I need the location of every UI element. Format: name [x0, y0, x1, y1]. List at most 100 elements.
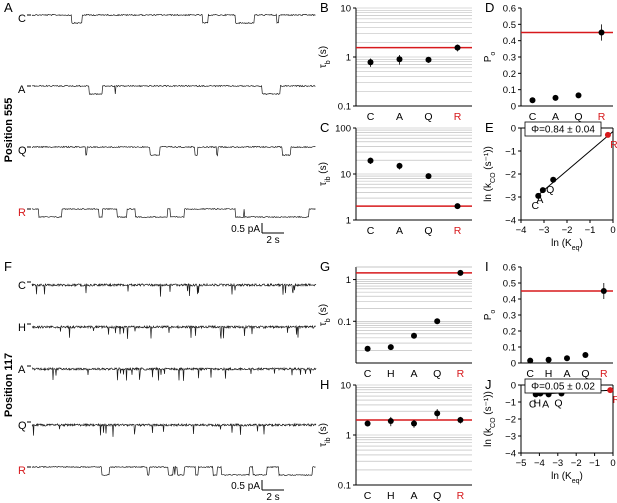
x-tick-label: Q — [424, 225, 432, 237]
current-trace — [31, 282, 317, 297]
x-tick-label: R — [454, 111, 462, 123]
position-117-label: Position 117 — [3, 353, 15, 417]
x-tick-label: C — [367, 225, 375, 237]
trace-row-F-R: R — [18, 465, 316, 477]
x-tick-label: Q — [574, 111, 582, 123]
x-axis-label: ln (Keq) — [551, 238, 583, 252]
data-point — [387, 344, 394, 351]
current-trace — [31, 324, 316, 339]
x-tick-label: −1 — [585, 225, 596, 236]
data-point — [434, 318, 441, 325]
y-tick-label: 0.2 — [503, 327, 516, 338]
point-label: R — [612, 394, 617, 406]
y-tick-label: 1 — [346, 216, 351, 227]
y-axis-label: Po — [483, 52, 497, 63]
current-trace — [31, 207, 316, 219]
x-tick-label: 0 — [610, 458, 615, 469]
x-tick-label: Q — [433, 490, 441, 502]
point-label: Q — [554, 398, 562, 410]
x-tick-label: Q — [424, 111, 432, 123]
y-tick-label: 0.1 — [338, 481, 351, 492]
x-tick-label: A — [396, 225, 403, 237]
x-tick-label: −3 — [552, 458, 563, 469]
data-point — [454, 203, 461, 210]
current-trace — [31, 465, 316, 477]
panel-letter-J: J — [485, 377, 492, 392]
x-tick-label: −2 — [562, 225, 573, 236]
x-tick-label: A — [552, 111, 559, 123]
panel-letter-F: F — [4, 259, 12, 274]
current-trace — [31, 366, 317, 381]
data-point — [411, 420, 417, 427]
data-point — [411, 332, 417, 339]
trace-row-F-Q: Q — [18, 420, 317, 437]
trace-label: C — [18, 13, 26, 25]
trace-label: R — [18, 465, 26, 477]
x-tick-label: C — [526, 368, 534, 380]
x-tick-label: A — [396, 111, 403, 123]
trace-row-A-A: A — [18, 84, 316, 96]
x-tick-label: C — [529, 111, 537, 123]
data-point — [425, 56, 432, 63]
y-axis-label: τb (s) — [318, 304, 332, 326]
phi-annotation: Φ=0.05 ± 0.02 — [531, 382, 595, 393]
panel-letter-I: I — [485, 259, 489, 274]
data-point — [564, 355, 570, 362]
point-label: Q — [546, 184, 554, 196]
data-point — [598, 29, 605, 36]
data-point — [434, 410, 441, 417]
trace-row-F-H: H — [18, 322, 316, 339]
chart-I: I 0 0.1 0.2 0.3 0.4 0.5 0.6 Po C H A Q R — [483, 259, 613, 380]
y-tick-label: 0 — [511, 124, 516, 135]
x-tick-label: C — [364, 490, 372, 502]
y-tick-label: −1 — [505, 398, 516, 409]
trace-row-A-Q: Q — [18, 145, 316, 157]
y-tick-label: −2 — [505, 415, 516, 426]
y-tick-label: 0.4 — [503, 295, 516, 306]
x-tick-label: H — [545, 368, 553, 380]
annotation-box — [524, 378, 602, 394]
data-point — [454, 44, 461, 51]
y-tick-label: 0.1 — [503, 85, 516, 96]
trace-row-A-R: R — [18, 207, 316, 219]
x-tick-label: R — [600, 368, 608, 380]
y-axis-label: τib (s) — [318, 423, 332, 447]
point-label: H — [534, 398, 542, 410]
panel-letter-D: D — [485, 0, 494, 15]
data-point — [527, 357, 534, 364]
x-tick-label: C — [367, 111, 375, 123]
x-tick-label: −1 — [589, 458, 600, 469]
data-point — [367, 157, 374, 164]
y-tick-label: 100 — [335, 124, 351, 135]
trace-label: A — [18, 364, 26, 376]
trace-row-A-C: C — [18, 13, 316, 25]
panel-letter-G: G — [320, 259, 330, 274]
data-point — [457, 416, 464, 423]
scalebar-current-label: 0.5 pA — [231, 224, 260, 235]
chart-G: G 0.1 1 τb (s) C H A Q R — [318, 259, 472, 380]
point-label: A — [542, 398, 549, 410]
point-label: C — [529, 398, 537, 410]
y-axis-label: Po — [483, 310, 497, 321]
y-tick-label: 1 — [346, 431, 351, 442]
data-point — [364, 345, 371, 352]
trace-label: Q — [18, 145, 27, 157]
y-axis-label: ln (kCO (s⁻¹)) — [483, 391, 497, 447]
current-trace — [31, 145, 316, 157]
panel-letter-C: C — [320, 120, 329, 135]
y-tick-label: 10 — [340, 381, 351, 392]
panel-letter-B: B — [320, 0, 329, 15]
y-tick-label: 0.3 — [503, 53, 516, 64]
y-tick-label: 1 — [346, 53, 351, 64]
y-tick-label: 0.1 — [338, 317, 351, 328]
data-point — [396, 162, 403, 169]
x-tick-label: −2 — [571, 458, 582, 469]
position-555-label: Position 555 — [3, 98, 15, 163]
y-tick-label: 0 — [511, 102, 516, 113]
y-tick-label: 1 — [346, 275, 351, 286]
x-tick-label: Q — [433, 368, 441, 380]
